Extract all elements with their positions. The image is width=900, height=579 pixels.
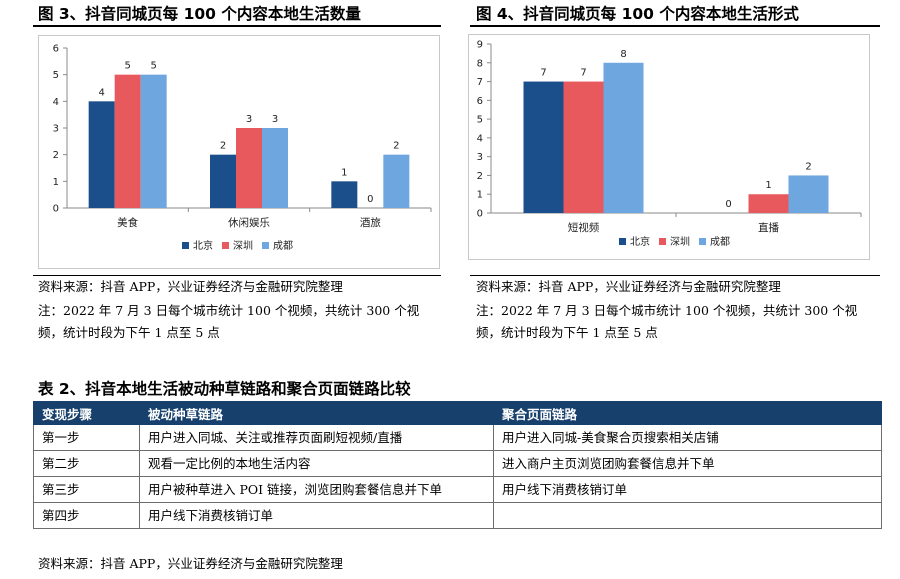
data-label: 8	[620, 49, 626, 60]
bar	[748, 194, 789, 213]
bar	[523, 81, 564, 213]
figure4-source-rule	[470, 275, 880, 276]
table-cell: 用户进入同城、关注或推荐页面刷短视频/直播	[139, 424, 494, 451]
table-cell: 第三步	[33, 476, 140, 503]
table2-title: 表 2、抖音本地生活被动种草链路和聚合页面链路比较	[38, 380, 411, 398]
y-tick-label: 9	[477, 40, 483, 51]
y-tick-label: 1	[53, 177, 59, 188]
bar	[140, 74, 167, 208]
table-header-cell: 聚合页面链路	[493, 401, 882, 425]
table-row: 第一步 用户进入同城、关注或推荐页面刷短视频/直播 用户进入同城-美食聚合页搜索…	[33, 424, 882, 451]
y-tick-label: 1	[477, 190, 483, 201]
category-label: 美食	[117, 216, 138, 229]
legend-label: 深圳	[670, 236, 690, 248]
legend-swatch	[262, 242, 269, 249]
y-tick-label: 5	[477, 115, 483, 126]
bar	[383, 154, 410, 208]
y-tick-label: 7	[477, 77, 483, 88]
category-label: 酒旅	[360, 216, 381, 229]
y-tick-label: 8	[477, 58, 483, 69]
data-label: 4	[98, 87, 104, 98]
category-label: 直播	[758, 221, 779, 234]
legend-swatch	[182, 242, 189, 249]
y-tick-label: 6	[53, 44, 59, 55]
table2-source: 资料来源：抖音 APP，兴业证券经济与金融研究院整理	[38, 556, 343, 571]
y-tick-label: 3	[53, 124, 59, 135]
table-cell: 用户线下消费核销订单	[493, 476, 882, 503]
figure3-chart-frame: 0 1 2 3 4 5 6 4 5 5 美食 2 3 3 休闲娱乐 1 0 2 酒旅北京 深圳 成都	[38, 35, 440, 269]
y-tick-label: 4	[477, 133, 483, 144]
legend-label: 北京	[193, 239, 213, 252]
data-label: 1	[341, 167, 347, 178]
data-label: 5	[124, 61, 130, 72]
figure4-title: 图 4、抖音同城页每 100 个内容本地生活形式	[476, 5, 799, 23]
table-cell: 观看一定比例的本地生活内容	[139, 450, 494, 477]
legend-swatch	[222, 242, 229, 249]
category-label: 短视频	[568, 221, 600, 234]
data-label: 3	[246, 114, 252, 125]
bar	[210, 154, 236, 208]
data-label: 0	[725, 199, 731, 210]
y-tick-label: 6	[477, 96, 483, 107]
bar	[603, 62, 644, 214]
data-label: 7	[580, 68, 586, 79]
legend-label: 成都	[273, 240, 293, 252]
table-cell: 第四步	[33, 502, 140, 529]
figure3-source: 资料来源：抖音 APP，兴业证券经济与金融研究院整理	[38, 279, 343, 294]
table-cell: 用户被种草进入 POI 链接，浏览团购套餐信息并下单	[139, 476, 494, 503]
y-tick-label: 5	[53, 70, 59, 81]
legend-label: 深圳	[233, 240, 253, 252]
legend-label: 北京	[630, 235, 650, 248]
data-label: 2	[220, 141, 226, 152]
figure3-title-rule	[33, 25, 441, 27]
table-header-row: 变现步骤 被动种草链路 聚合页面链路	[33, 401, 882, 425]
data-label: 2	[805, 161, 811, 172]
y-tick-label: 4	[53, 97, 59, 108]
comparison-table: 变现步骤 被动种草链路 聚合页面链路 第一步 用户进入同城、关注或推荐页面刷短视…	[33, 401, 882, 529]
figure3-source-rule	[33, 275, 441, 276]
data-label: 7	[540, 68, 546, 79]
bar	[331, 181, 358, 208]
figure3-note: 注：2022 年 7 月 3 日每个城市统计 100 个视频，共统计 300 个…	[38, 303, 420, 340]
bar	[236, 128, 262, 208]
legend-swatch	[699, 238, 706, 245]
table-header-cell: 被动种草链路	[139, 401, 494, 425]
y-tick-label: 0	[53, 204, 59, 215]
figure4-chart-frame: 0 1 2 3 4 5 6 7 8 9 7 7 8 短视频 0 1 2 直播北京 深圳 成都	[468, 34, 870, 260]
category-label: 休闲娱乐	[228, 216, 270, 229]
figure4-note: 注：2022 年 7 月 3 日每个城市统计 100 个视频，共统计 300 个…	[476, 303, 858, 340]
bar	[114, 74, 141, 208]
table-row: 第四步 用户线下消费核销订单	[33, 502, 882, 529]
table-row: 第三步 用户被种草进入 POI 链接，浏览团购套餐信息并下单 用户线下消费核销订…	[33, 476, 882, 503]
table-cell: 第二步	[33, 450, 140, 477]
figure4-source: 资料来源：抖音 APP，兴业证券经济与金融研究院整理	[476, 279, 781, 294]
legend-swatch	[659, 238, 666, 245]
bar	[788, 175, 829, 213]
y-tick-label: 3	[477, 152, 483, 163]
table-cell	[493, 502, 882, 529]
data-label: 0	[367, 194, 373, 205]
y-tick-label: 2	[477, 171, 483, 182]
figure4-title-rule	[470, 25, 880, 27]
table-cell: 用户线下消费核销订单	[139, 502, 494, 529]
data-label: 2	[393, 141, 399, 152]
data-label: 3	[272, 114, 278, 125]
legend-swatch	[619, 238, 626, 245]
bar	[563, 81, 604, 213]
table-row: 第二步 观看一定比例的本地生活内容 进入商户主页浏览团购套餐信息并下单	[33, 450, 882, 477]
data-label: 5	[150, 61, 156, 72]
legend-label: 成都	[710, 236, 730, 248]
table-cell: 第一步	[33, 424, 140, 451]
table-cell: 用户进入同城-美食聚合页搜索相关店铺	[493, 424, 882, 451]
bar	[262, 128, 288, 208]
table-header-cell: 变现步骤	[33, 401, 140, 425]
table-cell: 进入商户主页浏览团购套餐信息并下单	[493, 450, 882, 477]
bar	[88, 101, 115, 208]
y-tick-label: 0	[477, 209, 483, 220]
y-tick-label: 2	[53, 150, 59, 161]
data-label: 1	[765, 180, 771, 191]
figure3-title: 图 3、抖音同城页每 100 个内容本地生活数量	[38, 5, 361, 23]
